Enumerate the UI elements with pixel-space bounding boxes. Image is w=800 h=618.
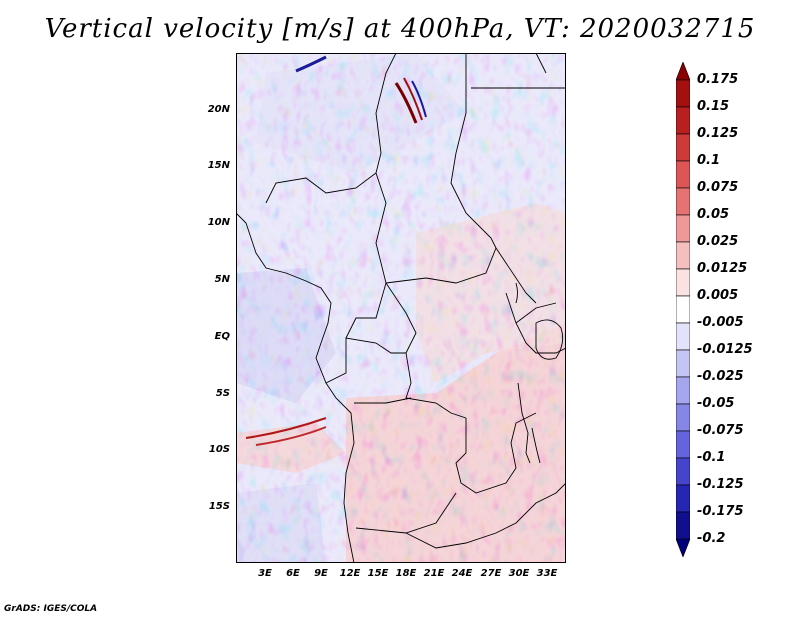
colorbar-label: 0.025 bbox=[697, 234, 739, 249]
colorbar-box bbox=[675, 187, 691, 216]
colorbar-label: 0.005 bbox=[697, 288, 739, 303]
colorbar-label: 0.05 bbox=[697, 207, 730, 222]
lon-label-9e: 9E bbox=[314, 568, 328, 579]
colorbar-label: 0.075 bbox=[697, 180, 739, 195]
lat-label-5s: 5S bbox=[215, 388, 230, 399]
colorbar-label: -0.1 bbox=[697, 450, 726, 465]
colorbar-box bbox=[675, 322, 691, 351]
colorbar-bottom-triangle bbox=[675, 538, 691, 558]
lon-label-30e: 30E bbox=[508, 568, 530, 579]
map-panel bbox=[236, 53, 566, 563]
colorbar-box bbox=[675, 403, 691, 432]
colorbar-box bbox=[675, 214, 691, 243]
colorbar-box bbox=[675, 457, 691, 486]
country-borders bbox=[236, 53, 566, 563]
lon-label-33e: 33E bbox=[536, 568, 558, 579]
colorbar-label: 0.1 bbox=[697, 153, 721, 168]
colorbar-label: -0.125 bbox=[697, 477, 744, 492]
colorbar-box bbox=[675, 79, 691, 108]
colorbar-box bbox=[675, 106, 691, 135]
colorbar-box bbox=[675, 295, 691, 324]
colorbar-box bbox=[675, 349, 691, 378]
lon-label-6e: 6E bbox=[286, 568, 300, 579]
colorbar-box bbox=[675, 430, 691, 459]
colorbar bbox=[675, 61, 691, 558]
colorbar-label: -0.175 bbox=[697, 504, 744, 519]
lat-label-10n: 10N bbox=[207, 217, 230, 228]
colorbar-svg bbox=[675, 61, 691, 558]
colorbar-box bbox=[675, 484, 691, 513]
field-texture bbox=[236, 53, 566, 563]
strong-updraft-streaks bbox=[245, 55, 427, 446]
colorbar-label: -0.2 bbox=[697, 531, 726, 546]
grads-credit: GrADS: IGES/COLA bbox=[4, 604, 98, 614]
map-frame bbox=[236, 53, 566, 563]
colorbar-box bbox=[675, 511, 691, 540]
colorbar-box bbox=[675, 241, 691, 270]
colorbar-label: -0.05 bbox=[697, 396, 735, 411]
colorbar-box bbox=[675, 268, 691, 297]
colorbar-box bbox=[675, 160, 691, 189]
lon-label-15e: 15E bbox=[367, 568, 389, 579]
colorbar-label: 0.125 bbox=[697, 126, 739, 141]
colorbar-label: 0.0125 bbox=[697, 261, 748, 276]
lon-label-24e: 24E bbox=[451, 568, 473, 579]
lakes bbox=[515, 282, 564, 464]
colorbar-label: -0.075 bbox=[697, 423, 744, 438]
lon-label-3e: 3E bbox=[258, 568, 272, 579]
lat-label-20n: 20N bbox=[207, 104, 230, 115]
map-title: Vertical velocity [m/s] at 400hPa, VT: 2… bbox=[44, 14, 756, 44]
colorbar-label: -0.005 bbox=[697, 315, 744, 330]
colorbar-label: 0.175 bbox=[697, 72, 739, 87]
lat-label-15n: 15N bbox=[207, 160, 230, 171]
lon-label-12e: 12E bbox=[339, 568, 361, 579]
map-svg bbox=[236, 53, 566, 563]
colorbar-box bbox=[675, 376, 691, 405]
lon-label-18e: 18E bbox=[395, 568, 417, 579]
lat-label-5n: 5N bbox=[214, 274, 230, 285]
lat-label-eq: EQ bbox=[214, 331, 230, 342]
colorbar-box bbox=[675, 133, 691, 162]
colorbar-label: -0.0125 bbox=[697, 342, 753, 357]
colorbar-label: 0.15 bbox=[697, 99, 730, 114]
lat-label-10s: 10S bbox=[208, 444, 230, 455]
lon-label-27e: 27E bbox=[480, 568, 502, 579]
colorbar-top-triangle bbox=[675, 61, 691, 81]
lat-label-15s: 15S bbox=[208, 501, 230, 512]
lon-label-21e: 21E bbox=[423, 568, 445, 579]
colorbar-label: -0.025 bbox=[697, 369, 744, 384]
